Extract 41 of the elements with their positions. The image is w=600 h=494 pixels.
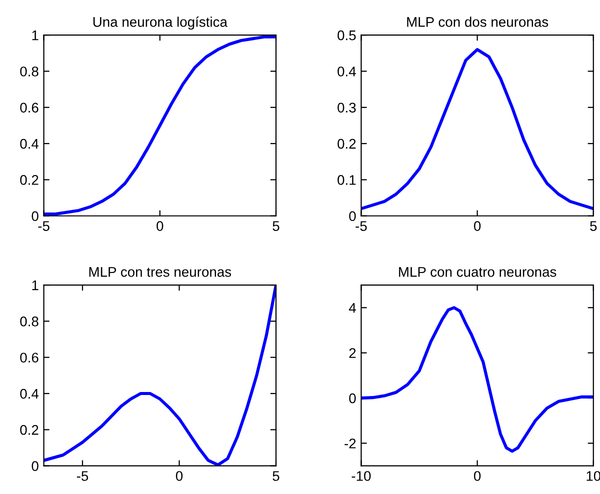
x-tick-label: -10 [352,471,371,481]
chart-title: Una neurona logística [93,16,228,30]
line-series [361,306,594,453]
y-tick-label: 4 [348,303,356,313]
y-tick-label: 0.2 [20,425,38,435]
y-tick-label: 0.4 [20,138,39,149]
x-tick-label: 5 [272,471,280,481]
line-series [44,285,276,466]
x-tick-label: -5 [38,221,50,231]
x-tick-label: 5 [272,221,280,231]
chart-title: MLP con cuatro neuronas [399,267,556,277]
x-tick-label: -5 [76,471,88,481]
y-tick-label: 0.6 [20,102,38,113]
y-tick-label: 0.6 [20,352,38,363]
y-tick-label: 1 [32,30,38,40]
line-series [361,48,594,210]
chart-title: MLP con dos neuronas [407,16,548,27]
y-tick-label: 0 [32,461,38,472]
y-tick-label: 0.8 [20,316,38,326]
x-tick-label: 0 [474,221,481,231]
y-tick-label: 0.2 [20,175,38,185]
y-tick-label: 0.4 [20,388,39,399]
y-tick-label: 0.8 [20,66,38,76]
y-tick-label: 0 [349,393,356,404]
y-tick-label: 2 [349,348,356,358]
y-tick-label: 0.5 [338,30,356,40]
x-tick-label: 0 [474,471,481,481]
line-series [44,35,276,216]
y-tick-label: 0 [32,211,38,222]
y-tick-label: -2 [344,438,356,448]
chart-title: MLP con tres neuronas [89,267,232,277]
x-tick-label: 0 [176,471,183,481]
y-tick-label: 0.1 [338,175,356,185]
y-tick-label: 1 [32,280,38,290]
x-tick-label: 0 [156,221,164,231]
x-tick-label: -5 [356,221,367,231]
x-tick-label: 5 [590,221,597,231]
y-tick-label: 0 [349,211,356,222]
y-tick-label: 0.3 [338,102,356,113]
y-tick-label: 0.2 [338,138,356,149]
y-tick-label: 0.4 [338,66,356,76]
